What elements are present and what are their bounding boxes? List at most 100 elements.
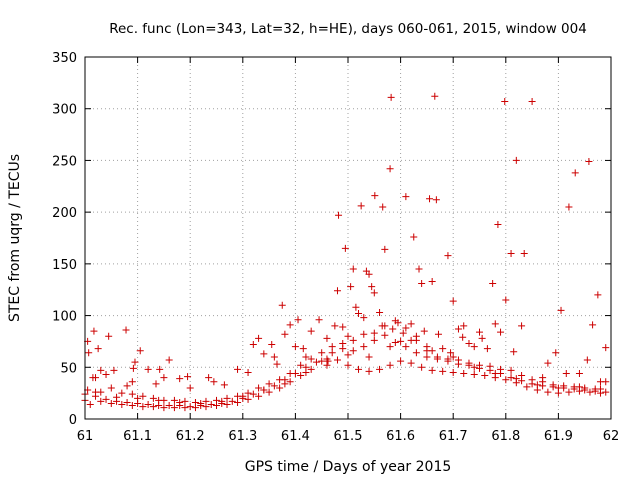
data-point [191, 404, 199, 412]
data-point [376, 308, 384, 316]
data-point [128, 378, 136, 386]
data-point [228, 397, 236, 405]
data-point [431, 92, 439, 100]
data-point [489, 280, 497, 288]
data-point [386, 343, 394, 351]
data-point [365, 367, 373, 375]
y-tick-label: 0 [69, 413, 77, 428]
data-point [223, 401, 231, 409]
data-point [131, 358, 139, 366]
data-point [213, 402, 220, 410]
data-point [368, 283, 376, 291]
data-point [318, 357, 326, 365]
data-point [575, 383, 583, 391]
data-point [107, 399, 115, 407]
data-point [426, 195, 434, 203]
data-point [386, 361, 394, 369]
x-tick-label: 61.6 [386, 429, 415, 444]
data-point [560, 382, 568, 390]
data-point [323, 361, 331, 369]
data-point [339, 323, 347, 331]
y-tick-label: 100 [52, 310, 77, 325]
data-point [97, 366, 105, 374]
data-point [507, 250, 515, 258]
data-point [176, 398, 184, 406]
data-point [307, 365, 315, 373]
data-point [202, 403, 210, 411]
data-point [357, 202, 365, 210]
data-point [244, 368, 252, 376]
data-point [318, 349, 326, 357]
data-point [381, 322, 389, 330]
data-point [470, 371, 478, 379]
data-point [102, 371, 110, 379]
data-point [486, 362, 494, 370]
data-point [586, 388, 594, 396]
data-point [335, 211, 343, 219]
data-point [596, 385, 604, 393]
data-point [86, 401, 94, 409]
data-point [470, 363, 478, 371]
data-point [90, 327, 98, 335]
y-tick-label: 250 [52, 154, 77, 169]
data-point [328, 349, 336, 357]
data-point [97, 397, 105, 405]
data-point [439, 345, 447, 353]
data-point [144, 365, 152, 373]
data-point [418, 280, 426, 288]
data-point [265, 380, 273, 388]
data-point [352, 303, 360, 311]
data-point [165, 356, 173, 364]
data-point [331, 322, 339, 330]
data-point [571, 169, 579, 177]
data-point [260, 386, 268, 394]
data-point [565, 388, 573, 396]
data-point [294, 316, 302, 324]
data-point [520, 250, 528, 258]
data-point [418, 363, 426, 371]
data-point [344, 351, 352, 359]
data-point [302, 368, 310, 376]
data-point [594, 291, 602, 299]
data-point [370, 329, 378, 337]
data-point [244, 389, 252, 397]
data-point [181, 404, 189, 412]
data-point [589, 321, 597, 329]
data-point [544, 359, 552, 367]
data-point [370, 336, 378, 344]
data-point [333, 287, 341, 295]
data-point [134, 394, 142, 402]
data-point [444, 252, 452, 260]
axis-ticks [84, 56, 612, 420]
data-point [149, 394, 157, 402]
data-point [402, 343, 410, 351]
data-point [181, 397, 189, 405]
data-point [387, 93, 395, 101]
data-point [562, 369, 570, 377]
data-point [449, 353, 457, 361]
data-point [139, 403, 147, 411]
data-point [407, 359, 415, 367]
data-point [402, 324, 410, 332]
y-tick-label: 300 [52, 103, 77, 118]
data-point [223, 394, 231, 402]
x-tick-label: 61.2 [176, 429, 205, 444]
data-point [197, 399, 205, 407]
data-point [220, 381, 228, 389]
data-point [307, 327, 315, 335]
data-point [176, 375, 184, 383]
data-point [432, 196, 440, 204]
data-points [81, 92, 610, 412]
data-point [210, 378, 218, 386]
data-point [544, 388, 552, 396]
data-point [328, 343, 336, 351]
data-point [110, 366, 118, 374]
data-point [507, 374, 515, 382]
data-point [602, 344, 610, 352]
data-point [523, 383, 531, 391]
x-tick-label: 61.5 [334, 429, 363, 444]
data-point [557, 306, 565, 314]
data-point [434, 330, 442, 338]
